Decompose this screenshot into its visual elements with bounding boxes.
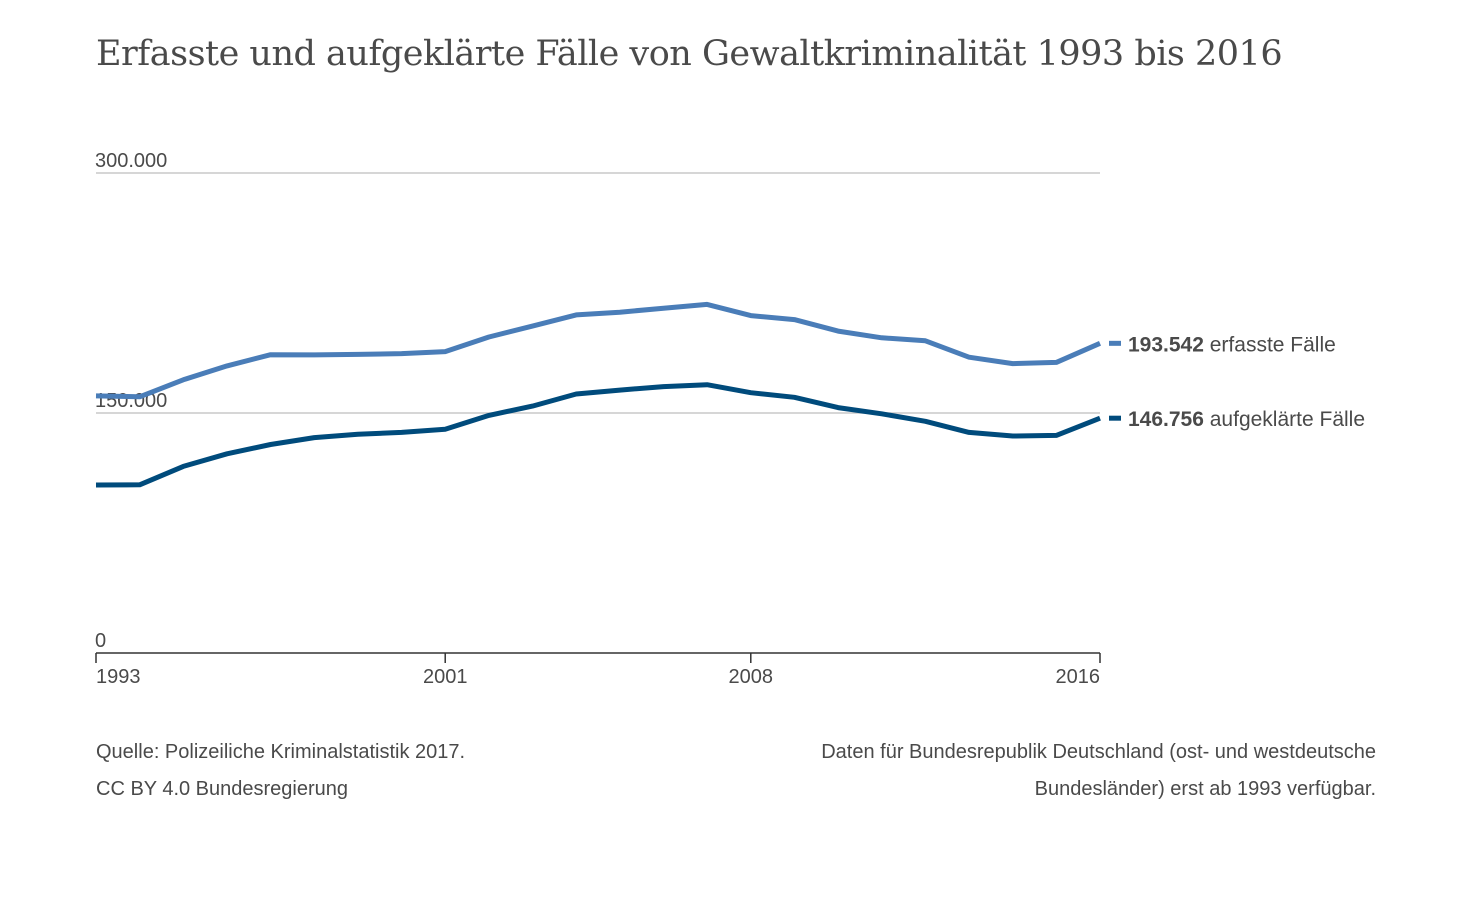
series-end-value: 146.756 [1128,408,1204,431]
series-end-label: 146.756 aufgeklärte Fälle [1128,408,1365,431]
x-tick-label: 2001 [423,666,468,688]
series-name: erfasste Fälle [1204,333,1336,356]
series-line-aufgeklaerte [95,382,1101,488]
y-tick-label: 0 [95,630,106,652]
series-line-erfasste [95,301,1102,400]
series-end-label: 193.542 erfasste Fälle [1128,333,1336,356]
data-note: Daten für Bundesrepublik Deutschland (os… [821,734,1376,808]
chart-title: Erfasste und aufgeklärte Fälle von Gewal… [96,34,1283,74]
y-tick-label: 150.000 [95,390,167,412]
series-name: aufgeklärte Fälle [1204,408,1365,431]
source-note: Quelle: Polizeiliche Kriminalstatistik 2… [96,734,465,808]
series-end-value: 193.542 [1128,333,1204,356]
source-line-1: Quelle: Polizeiliche Kriminalstatistik 2… [96,741,466,763]
x-tick-label: 1993 [96,666,141,688]
x-tick-label: 2008 [729,666,774,688]
data-note-line-1: Daten für Bundesrepublik Deutschland (os… [821,741,1376,763]
license-line: CC BY 4.0 Bundesregierung [96,778,349,800]
x-tick-label: 2016 [1056,666,1101,688]
data-note-line-2: Bundesländer) erst ab 1993 verfügbar. [1034,778,1376,800]
y-tick-label: 300.000 [95,150,167,172]
